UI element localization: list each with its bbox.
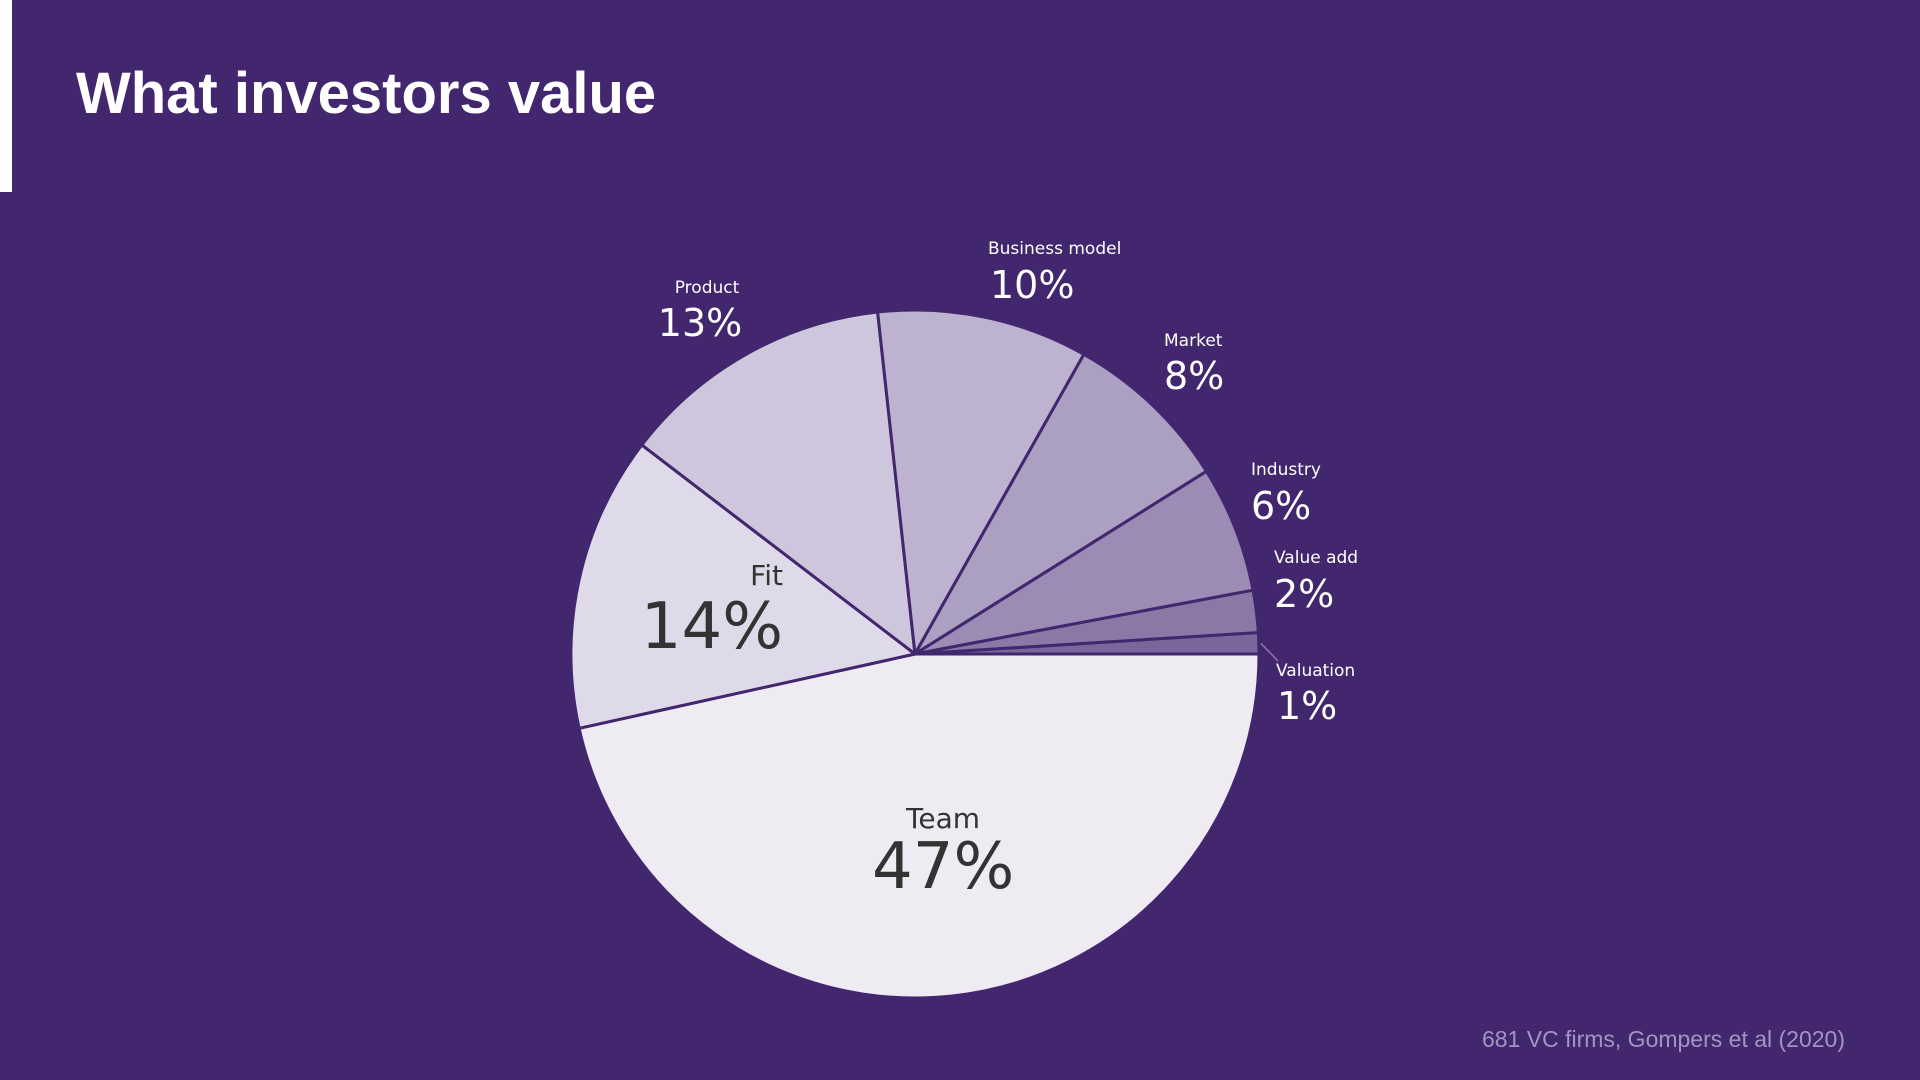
slice-label-business-model: Business model bbox=[988, 239, 1121, 259]
slice-value-market: 8% bbox=[1164, 354, 1224, 398]
slide-title: What investors value bbox=[76, 61, 657, 126]
slice-label-product: Product bbox=[675, 278, 740, 298]
pie-slice-team bbox=[577, 652, 1261, 1000]
slice-label-industry: Industry bbox=[1251, 460, 1321, 480]
pie-slice-fit bbox=[569, 443, 917, 730]
slice-value-business-model: 10% bbox=[990, 263, 1074, 307]
pie-slice-product bbox=[640, 310, 917, 656]
slice-value-valuation: 1% bbox=[1277, 684, 1337, 728]
slice-label-fit: Fit bbox=[750, 559, 783, 592]
slice-value-product: 13% bbox=[658, 301, 742, 345]
accent-bar bbox=[0, 0, 12, 192]
slice-label-value-add: Value add bbox=[1274, 548, 1358, 568]
slice-value-value-add: 2% bbox=[1274, 572, 1334, 616]
slice-label-market: Market bbox=[1164, 331, 1223, 351]
slice-label-team: Team bbox=[905, 802, 980, 835]
pie-slice-industry bbox=[913, 469, 1255, 656]
pie-slice-business-model bbox=[876, 308, 1086, 656]
pie-slice-valuation bbox=[913, 631, 1261, 656]
slice-value-fit: 14% bbox=[641, 590, 783, 664]
slice-value-industry: 6% bbox=[1251, 484, 1311, 528]
source-note: 681 VC firms, Gompers et al (2020) bbox=[1481, 1026, 1845, 1052]
pie-slice-market bbox=[913, 352, 1208, 656]
slice-value-team: 47% bbox=[872, 830, 1014, 904]
slice-label-valuation: Valuation bbox=[1276, 661, 1355, 681]
leader-line-valuation bbox=[1260, 642, 1279, 662]
